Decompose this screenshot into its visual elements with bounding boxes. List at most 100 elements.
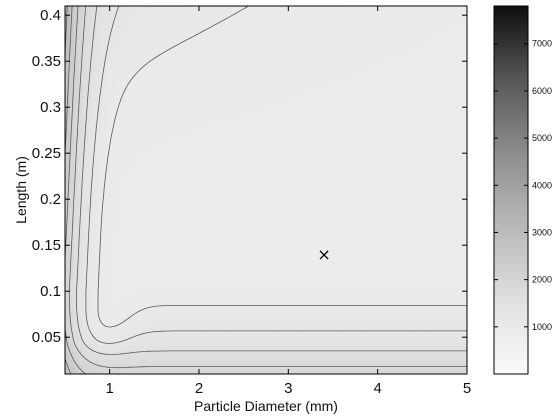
heatmap-cell (301, 61, 307, 67)
heatmap-cell (221, 139, 227, 145)
heatmap-cell (140, 226, 146, 232)
heatmap-cell (297, 318, 303, 324)
heatmap-cell (158, 309, 164, 315)
heatmap-cell (207, 15, 213, 21)
heatmap-cell (136, 231, 142, 237)
heatmap-cell (65, 369, 71, 374)
heatmap-cell (109, 314, 115, 320)
heatmap-cell (324, 346, 330, 352)
heatmap-cell (266, 337, 272, 343)
heatmap-cell (176, 111, 182, 117)
heatmap-cell (248, 111, 254, 117)
heatmap-cell (118, 222, 124, 228)
heatmap-cell (140, 75, 146, 81)
heatmap-cell (301, 346, 307, 352)
heatmap-cell (158, 116, 164, 122)
heatmap-cell (257, 341, 263, 347)
heatmap-cell (118, 144, 124, 150)
heatmap-cell (203, 272, 209, 278)
heatmap-cell (203, 208, 209, 214)
heatmap-cell (136, 139, 142, 145)
heatmap-cell (118, 254, 124, 260)
heatmap-cell (234, 70, 240, 76)
heatmap-cell (225, 369, 231, 374)
heatmap-cell (190, 130, 196, 136)
heatmap-cell (270, 6, 276, 12)
heatmap-cell (310, 38, 316, 44)
heatmap-cell (225, 190, 231, 196)
heatmap-cell (145, 245, 151, 251)
heatmap-cell (203, 6, 209, 12)
heatmap-cell (337, 6, 343, 12)
heatmap-cell (132, 98, 138, 104)
heatmap-cell (230, 65, 236, 71)
heatmap-cell (65, 309, 71, 315)
heatmap-cell (203, 88, 209, 94)
heatmap-cell (158, 171, 164, 177)
heatmap-cell (230, 38, 236, 44)
heatmap-cell (78, 157, 84, 163)
heatmap-cell (172, 369, 178, 374)
heatmap-cell (301, 116, 307, 122)
heatmap-cell (96, 162, 102, 168)
heatmap-cell (239, 75, 245, 81)
heatmap-cell (176, 121, 182, 127)
heatmap-cell (279, 259, 285, 265)
heatmap-cell (225, 291, 231, 297)
heatmap-cell (203, 305, 209, 311)
heatmap-cell (243, 263, 249, 269)
heatmap-cell (270, 134, 276, 140)
heatmap-cell (69, 70, 75, 76)
heatmap-cell (140, 314, 146, 320)
heatmap-cell (230, 176, 236, 182)
heatmap-cell (279, 208, 285, 214)
heatmap-cell (96, 295, 102, 301)
heatmap-cell (243, 167, 249, 173)
heatmap-cell (203, 341, 209, 347)
heatmap-cell (69, 291, 75, 297)
heatmap-cell (207, 84, 213, 90)
heatmap-cell (230, 351, 236, 357)
heatmap-cell (105, 272, 111, 278)
heatmap-cell (315, 6, 321, 12)
heatmap-cell (261, 282, 267, 288)
heatmap-cell (337, 240, 343, 246)
heatmap-cell (181, 300, 187, 306)
heatmap-cell (158, 259, 164, 265)
heatmap-cell (225, 111, 231, 117)
heatmap-cell (234, 167, 240, 173)
heatmap-cell (333, 277, 339, 283)
heatmap-cell (136, 318, 142, 324)
heatmap-cell (145, 19, 151, 25)
heatmap-cell (337, 75, 343, 81)
heatmap-cell (190, 245, 196, 251)
heatmap-cell (221, 360, 227, 366)
heatmap-cell (114, 355, 120, 361)
heatmap-cell (73, 240, 79, 246)
heatmap-cell (248, 52, 254, 58)
heatmap-cell (252, 369, 258, 374)
heatmap-cell (82, 144, 88, 150)
heatmap-cell (181, 116, 187, 122)
heatmap-cell (279, 38, 285, 44)
heatmap-cell (109, 236, 115, 242)
heatmap-cell (288, 93, 294, 99)
heatmap-cell (266, 98, 272, 104)
heatmap-cell (154, 360, 160, 366)
heatmap-cell (319, 107, 325, 113)
heatmap-cell (114, 148, 120, 154)
heatmap-cell (310, 15, 316, 21)
heatmap-cell (216, 33, 222, 39)
heatmap-cell (181, 24, 187, 30)
heatmap-cell (270, 286, 276, 292)
heatmap-cell (337, 337, 343, 343)
heatmap-cell (328, 199, 334, 205)
heatmap-cell (194, 217, 200, 223)
heatmap-cell (297, 369, 303, 374)
heatmap-cell (136, 337, 142, 343)
heatmap-cell (310, 272, 316, 278)
heatmap-cell (297, 88, 303, 94)
heatmap-cell (65, 148, 71, 154)
heatmap-cell (87, 88, 93, 94)
heatmap-cell (87, 231, 93, 237)
